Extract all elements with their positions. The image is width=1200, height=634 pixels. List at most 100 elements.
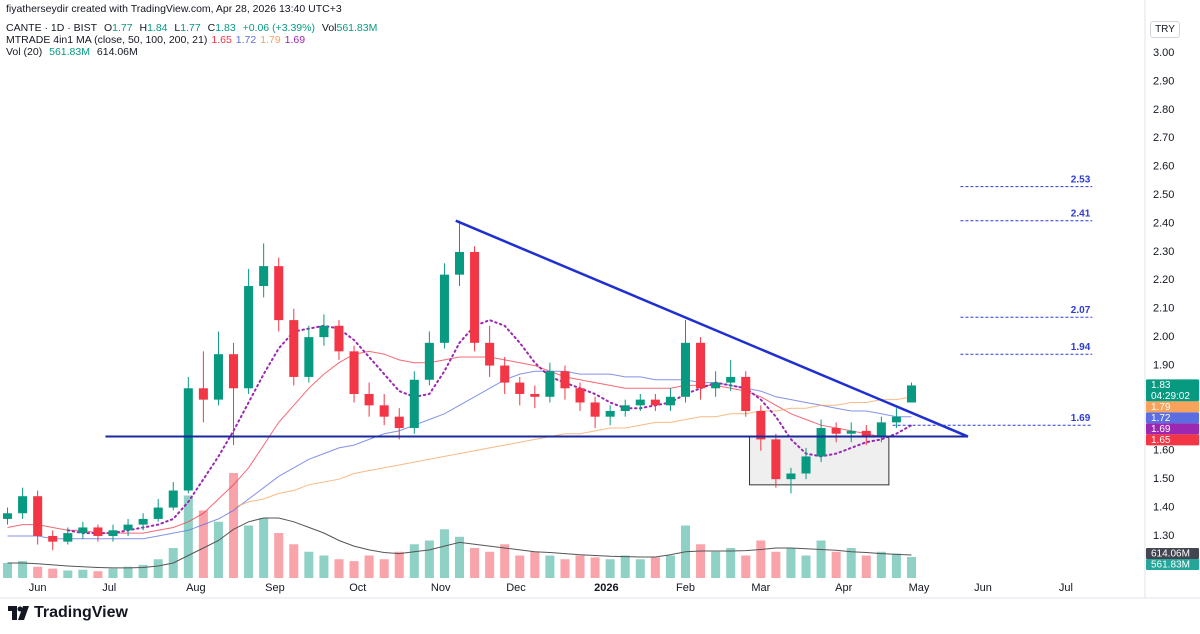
volume-bar	[635, 559, 645, 578]
moving-average-line	[66, 319, 913, 535]
attribution-text: fiyatherseydir created with TradingView.…	[6, 3, 342, 15]
volume-bar	[183, 495, 193, 578]
volume-bar	[394, 551, 404, 578]
ma-price-label: 1.79	[1151, 402, 1171, 413]
y-tick-label: 1.30	[1153, 530, 1174, 542]
candle-body	[680, 342, 691, 397]
candle-body	[123, 524, 133, 531]
volume-bar	[304, 551, 314, 578]
candle-body	[63, 533, 73, 542]
currency: TRY	[1155, 24, 1175, 35]
candle-body	[168, 490, 178, 508]
candle-body	[726, 376, 736, 383]
volume-bar	[605, 559, 615, 578]
volume-bar	[650, 557, 660, 578]
level-label: 2.53	[1071, 174, 1091, 185]
ma-legend: MTRADE 4in1 MA (close, 50, 100, 200, 21)…	[6, 34, 309, 46]
volume-bar	[891, 553, 901, 578]
candle-body	[876, 422, 886, 437]
candle-body	[153, 507, 163, 519]
candle-body	[711, 382, 721, 389]
y-tick-label: 2.20	[1153, 274, 1174, 286]
volume-bar	[409, 544, 419, 578]
y-tick-label: 3.00	[1153, 47, 1174, 59]
volume-bar	[846, 548, 856, 578]
candle-body	[439, 274, 449, 343]
volume-value: 561.83M	[49, 46, 90, 58]
candle-body	[349, 351, 359, 394]
high-label: H	[139, 22, 148, 34]
level-label: 2.41	[1071, 208, 1091, 219]
ma-price-label: 1.72	[1151, 413, 1171, 424]
candle-body	[48, 535, 58, 542]
volume-bar	[545, 555, 555, 578]
volume-bar	[138, 564, 148, 578]
logo[interactable]: TradingView	[8, 604, 128, 622]
volume-label: 561.83M	[1151, 560, 1190, 571]
candle-body	[696, 342, 706, 389]
volume-bar	[485, 551, 495, 578]
candle-body	[454, 251, 465, 275]
candle-body	[138, 518, 148, 525]
volume-bar	[711, 551, 721, 578]
volume-bar	[18, 561, 28, 578]
candle-body	[635, 399, 645, 406]
candle-body	[816, 428, 826, 457]
change: +0.06 (+3.39%)	[242, 22, 315, 34]
candle-body	[78, 527, 88, 534]
x-tick-label: May	[909, 582, 930, 594]
y-tick-label: 2.10	[1153, 303, 1174, 315]
candle-body	[590, 402, 600, 417]
logo-icon	[8, 606, 29, 620]
candle-body	[861, 430, 871, 437]
trend-line	[455, 219, 969, 438]
volume-bar	[515, 555, 525, 578]
volume-indicator-name: Vol (20)	[6, 46, 43, 58]
moving-average-line	[233, 396, 912, 509]
volume-bar	[229, 473, 239, 578]
level-label: 1.69	[1071, 413, 1091, 424]
y-tick-label: 2.90	[1153, 75, 1174, 87]
ma-price-label-bg	[1146, 412, 1199, 424]
volume-bar	[63, 570, 73, 578]
volume-bar	[244, 525, 254, 578]
volume-bar	[424, 540, 434, 578]
symbol-legend: CANTE · 1D · BIST O1.77 H1.84 L1.77 C1.8…	[6, 22, 381, 34]
volume-bar	[696, 544, 706, 578]
x-tick-label: Oct	[349, 582, 366, 594]
volume-bar	[198, 510, 208, 578]
candle-body	[560, 371, 570, 389]
candle-body	[620, 405, 630, 411]
close-value: 1.83	[215, 22, 236, 34]
candle-body	[665, 396, 675, 406]
volume-bar	[213, 521, 223, 578]
volume-bar	[364, 555, 374, 578]
ma-price-label-bg	[1146, 423, 1199, 435]
candle-body	[93, 527, 103, 536]
candle-body	[289, 320, 299, 377]
last-price-label: 1.83	[1151, 380, 1171, 391]
x-tick-label: Mar	[751, 582, 770, 594]
x-tick-label: Nov	[431, 582, 451, 594]
volume-bar	[665, 555, 675, 578]
ma-value: 1.65	[211, 34, 232, 46]
candle-body	[530, 393, 540, 397]
ma-value: 1.72	[235, 34, 257, 46]
volume-bar	[48, 568, 58, 578]
volume-bar	[906, 556, 916, 578]
close-label: C	[207, 22, 216, 34]
x-tick-label: 2026	[594, 582, 618, 594]
candle-body	[364, 393, 374, 406]
y-tick-label: 1.60	[1153, 445, 1174, 457]
moving-average-line	[7, 350, 912, 534]
candle-body	[906, 385, 916, 403]
volume-ma-value: 614.06M	[96, 46, 138, 58]
ma-name: MTRADE 4in1 MA (close, 50, 100, 200, 21)	[6, 34, 208, 46]
volume-bar	[334, 559, 344, 578]
candle-body	[756, 410, 766, 440]
candle-body	[33, 496, 43, 536]
currency-badge[interactable]: TRY	[1150, 21, 1180, 38]
volume-bar	[876, 551, 886, 578]
